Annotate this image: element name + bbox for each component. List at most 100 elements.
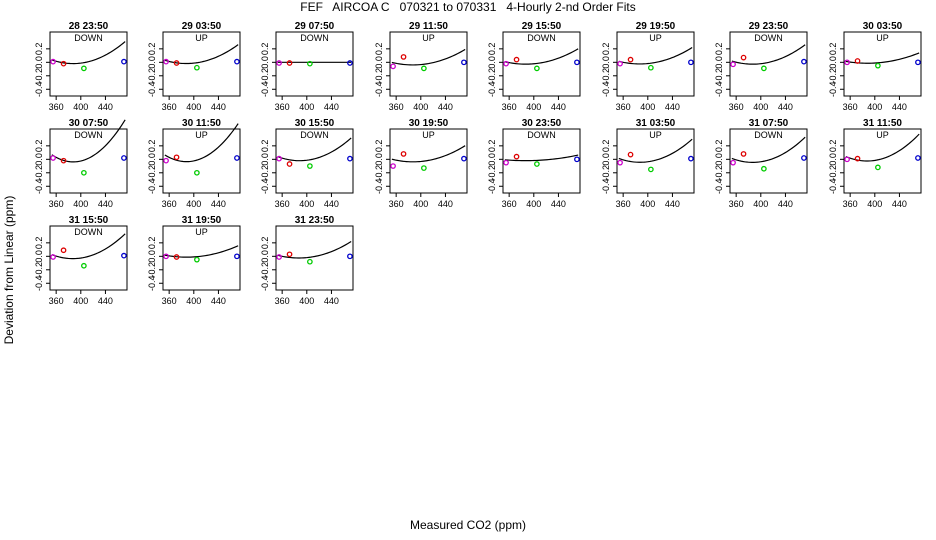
- y-tick-label: 0.2: [34, 237, 44, 250]
- panel-direction-label: UP: [876, 33, 889, 43]
- y-tick-label: -0.4: [147, 179, 157, 195]
- y-tick-label: 0.0: [374, 56, 384, 69]
- panel-title: 30 11:50: [182, 118, 221, 129]
- fit-curve: [618, 47, 693, 65]
- y-tick-label: 0.2: [374, 140, 384, 153]
- panel-direction-label: UP: [195, 227, 208, 237]
- panel-direction-label: DOWN: [74, 227, 103, 237]
- y-tick-label: -0.2: [828, 165, 838, 181]
- x-tick-label: 360: [843, 199, 858, 209]
- y-tick-label: -0.4: [374, 179, 384, 195]
- y-tick-label: -0.2: [34, 262, 44, 278]
- x-tick-label: 360: [616, 199, 631, 209]
- data-point: [163, 157, 169, 164]
- panel-title: 29 15:50: [522, 21, 562, 32]
- fit-curve: [391, 145, 466, 163]
- y-tick-label: 0.0: [828, 153, 838, 166]
- y-tick-label: -0.2: [487, 165, 497, 181]
- panel-direction-label: UP: [422, 33, 435, 43]
- x-tick-label: 360: [389, 102, 404, 112]
- x-tick-label: 440: [211, 296, 226, 306]
- y-tick-label: 0.2: [34, 140, 44, 153]
- data-point: [461, 155, 467, 162]
- data-point: [400, 54, 407, 60]
- panel-direction-label: DOWN: [300, 33, 329, 43]
- y-tick-label: 0.2: [487, 140, 497, 153]
- data-point: [390, 163, 396, 169]
- x-tick-label: 360: [729, 199, 744, 209]
- data-point: [60, 60, 67, 67]
- panel-frame: [275, 31, 354, 97]
- data-point: [740, 54, 747, 61]
- x-tick-label: 360: [275, 199, 290, 209]
- panel-19: 31 23:50 -0.4-0.20.00.2 360 400 440: [260, 215, 354, 306]
- x-tick-label: 360: [49, 199, 64, 209]
- y-tick-label: 0.0: [260, 153, 270, 166]
- y-tick-label: -0.4: [714, 179, 724, 195]
- data-point: [163, 58, 169, 65]
- x-tick-label: 400: [526, 102, 541, 112]
- y-tick-label: 0.0: [34, 153, 44, 166]
- x-tick-label: 440: [211, 199, 226, 209]
- panel-direction-label: DOWN: [527, 33, 556, 43]
- data-point: [617, 159, 623, 166]
- y-tick-label: -0.2: [714, 68, 724, 84]
- data-point: [173, 254, 180, 260]
- data-point: [286, 161, 293, 167]
- x-tick-label: 440: [324, 296, 339, 306]
- y-tick-label: 0.0: [147, 153, 157, 166]
- panel-frame: [275, 225, 354, 291]
- data-point: [730, 61, 736, 68]
- x-tick-label: 400: [73, 199, 88, 209]
- x-tick-label: 400: [867, 102, 882, 112]
- x-tick-label: 440: [778, 199, 793, 209]
- y-tick-label: -0.2: [34, 68, 44, 84]
- y-tick-label: 0.0: [714, 153, 724, 166]
- x-tick-label: 440: [98, 296, 113, 306]
- data-point: [50, 58, 56, 65]
- y-tick-label: -0.2: [260, 165, 270, 181]
- x-tick-label: 360: [389, 199, 404, 209]
- x-tick-label: 360: [502, 102, 517, 112]
- y-tick-label: 0.2: [260, 237, 270, 250]
- x-tick-label: 400: [867, 199, 882, 209]
- y-tick-label: -0.4: [260, 179, 270, 195]
- y-tick-label: -0.4: [487, 179, 497, 195]
- panel-frame: [616, 31, 695, 97]
- data-point: [648, 166, 654, 173]
- y-tick-label: 0.2: [828, 140, 838, 153]
- y-tick-label: -0.4: [601, 179, 611, 195]
- panel-frame: [49, 31, 128, 97]
- y-tick-label: -0.4: [374, 82, 384, 98]
- y-tick-label: -0.4: [34, 276, 44, 292]
- y-tick-label: -0.2: [487, 68, 497, 84]
- data-point: [688, 155, 694, 162]
- x-tick-label: 360: [162, 296, 177, 306]
- x-axis-title: Measured CO2 (ppm): [409, 518, 527, 532]
- x-tick-label: 440: [892, 199, 907, 209]
- x-tick-label: 400: [640, 199, 655, 209]
- y-tick-label: -0.4: [147, 276, 157, 292]
- panel-title: 31 03:50: [636, 118, 676, 129]
- panel-frame: [502, 128, 581, 194]
- x-tick-label: 440: [551, 199, 566, 209]
- panel-title: 31 23:50: [295, 215, 335, 226]
- fit-curve: [51, 119, 126, 163]
- data-point: [81, 262, 87, 269]
- y-tick-label: 0.2: [260, 43, 270, 56]
- panel-frame: [162, 31, 241, 97]
- y-tick-label: -0.4: [34, 82, 44, 98]
- y-tick-label: 0.2: [487, 43, 497, 56]
- x-tick-label: 400: [526, 199, 541, 209]
- y-tick-label: 0.0: [147, 56, 157, 69]
- y-tick-label: 0.2: [260, 140, 270, 153]
- y-tick-label: 0.0: [260, 56, 270, 69]
- panel-title: 29 11:50: [409, 21, 448, 32]
- y-tick-label: 0.0: [34, 250, 44, 263]
- panel-frame: [729, 31, 808, 97]
- panel-title: 31 07:50: [749, 118, 789, 129]
